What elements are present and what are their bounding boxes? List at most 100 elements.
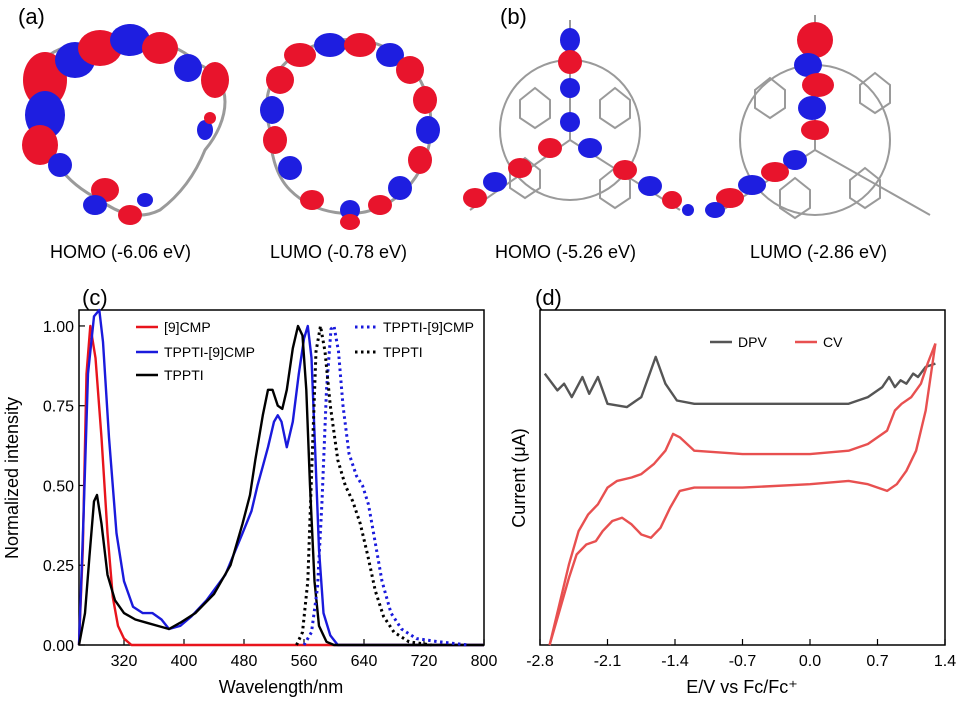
lobe-blue [560, 112, 580, 132]
panel-label-d: (d) [535, 285, 562, 310]
series-line-cv-lower [548, 343, 937, 646]
lobe-blue [83, 195, 107, 215]
legend-label: TPPTI-[9]CMP [383, 319, 474, 335]
lobe-red [266, 66, 294, 94]
plot-frame-c [78, 309, 485, 646]
series-line-tppti-9-cmp [77, 308, 484, 647]
series-group-d [543, 343, 937, 646]
lobe-red [368, 195, 392, 215]
y-tick-label: 0.75 [43, 399, 74, 416]
lobe-blue [376, 43, 404, 67]
lobe-blue [560, 78, 580, 98]
legend-label: TPPTI [164, 367, 204, 383]
legend-label: TPPTI [383, 344, 423, 360]
panel-label-c: (c) [82, 285, 108, 310]
lobe-red [396, 56, 424, 84]
panel-label-b: (b) [500, 4, 527, 29]
lobe-blue [794, 53, 822, 77]
series-line-tppti-9-cmp-dotted [302, 324, 470, 647]
lobe-red [538, 138, 562, 158]
lobe-red [263, 126, 287, 154]
x-tick-label: 0.0 [799, 653, 821, 670]
lobe-red [23, 52, 67, 108]
series-line-cv-upper [548, 343, 937, 646]
x-tick-label: 800 [471, 653, 498, 670]
x-tick-label: 560 [291, 653, 318, 670]
lobe-blue [260, 96, 284, 124]
x-tick-label: -2.8 [526, 653, 554, 670]
x-axis-label-c: Wavelength/nm [219, 677, 343, 697]
lobe-blue [340, 200, 360, 220]
lobe-blue [314, 33, 346, 57]
lumo-orbital-b [705, 15, 931, 220]
lobe-red [558, 50, 582, 74]
legend-label: CV [823, 334, 843, 350]
homo-caption-a: HOMO (-6.06 eV) [50, 242, 191, 262]
lobe-blue [416, 116, 440, 144]
plot-frame-d [539, 309, 946, 646]
y-tick-label: 0.25 [43, 558, 74, 575]
legend-label: TPPTI-[9]CMP [164, 344, 255, 360]
lobe-blue [682, 204, 694, 216]
lobe-blue [783, 150, 807, 170]
lobe-red [613, 160, 637, 180]
lobe-blue [174, 54, 202, 82]
series-line-tppti [77, 324, 484, 647]
y-axis-label-d: Current (μA) [509, 428, 529, 527]
lobe-blue [278, 156, 302, 180]
lobe-red [761, 162, 789, 182]
lobe-red [797, 22, 833, 58]
series-line-tppti-dotted [295, 324, 432, 647]
lobe-blue [483, 172, 507, 192]
lobe-red [300, 190, 324, 210]
lobe-red [204, 112, 216, 124]
legend-label: DPV [738, 334, 767, 350]
series-line-dpv [543, 355, 936, 409]
lobe-red [284, 43, 316, 67]
x-tick-label: 720 [411, 653, 438, 670]
lobe-blue [578, 138, 602, 158]
lobe-red [408, 146, 432, 174]
lobe-blue [705, 202, 725, 218]
lobe-blue [197, 120, 213, 140]
lobe-blue [798, 96, 826, 120]
lobe-blue [638, 176, 662, 196]
x-tick-label: 320 [111, 653, 138, 670]
lobe-red [508, 158, 532, 178]
x-tick-label: 0.7 [866, 653, 888, 670]
legend-d: DPV CV [710, 334, 843, 350]
lobe-red [716, 188, 744, 208]
lobe-red [662, 191, 682, 209]
y-tick-label: 0.00 [43, 638, 74, 655]
x-tick-label: -1.4 [661, 653, 689, 670]
lobe-red [801, 120, 829, 140]
series-group-c [77, 308, 484, 647]
lobe-blue [48, 153, 72, 177]
axes-d: -2.8 -2.1 -1.4 -0.7 0.0 0.7 1.4 [526, 639, 956, 670]
lobe-red [340, 214, 360, 230]
x-tick-label: 640 [351, 653, 378, 670]
lumo-caption-b: LUMO (-2.86 eV) [750, 242, 887, 262]
x-tick-label: 480 [231, 653, 258, 670]
lobe-blue [137, 193, 153, 207]
homo-caption-b: HOMO (-5.26 eV) [495, 242, 636, 262]
lobe-red [22, 125, 58, 165]
legend-label: [9]CMP [164, 319, 211, 335]
panel-label-a: (a) [18, 4, 45, 29]
lobe-blue [738, 175, 766, 195]
lobe-red [142, 32, 178, 64]
y-axis-label-c: Normalized intensity [2, 397, 22, 559]
lumo-orbital-a [260, 33, 440, 230]
legend-c: [9]CMP TPPTI-[9]CMP TPPTI TPPTI-[9]CMP TPPTI [136, 319, 474, 383]
x-tick-label: 400 [171, 653, 198, 670]
lobe-blue [388, 176, 412, 200]
lobe-red [118, 205, 142, 225]
lobe-red [344, 33, 376, 57]
y-tick-label: 0.50 [43, 478, 74, 495]
homo-orbital-b [463, 20, 694, 216]
lobe-blue [110, 24, 150, 56]
homo-orbital-a [22, 24, 229, 225]
lobe-red [413, 86, 437, 114]
lobe-red [802, 73, 834, 97]
